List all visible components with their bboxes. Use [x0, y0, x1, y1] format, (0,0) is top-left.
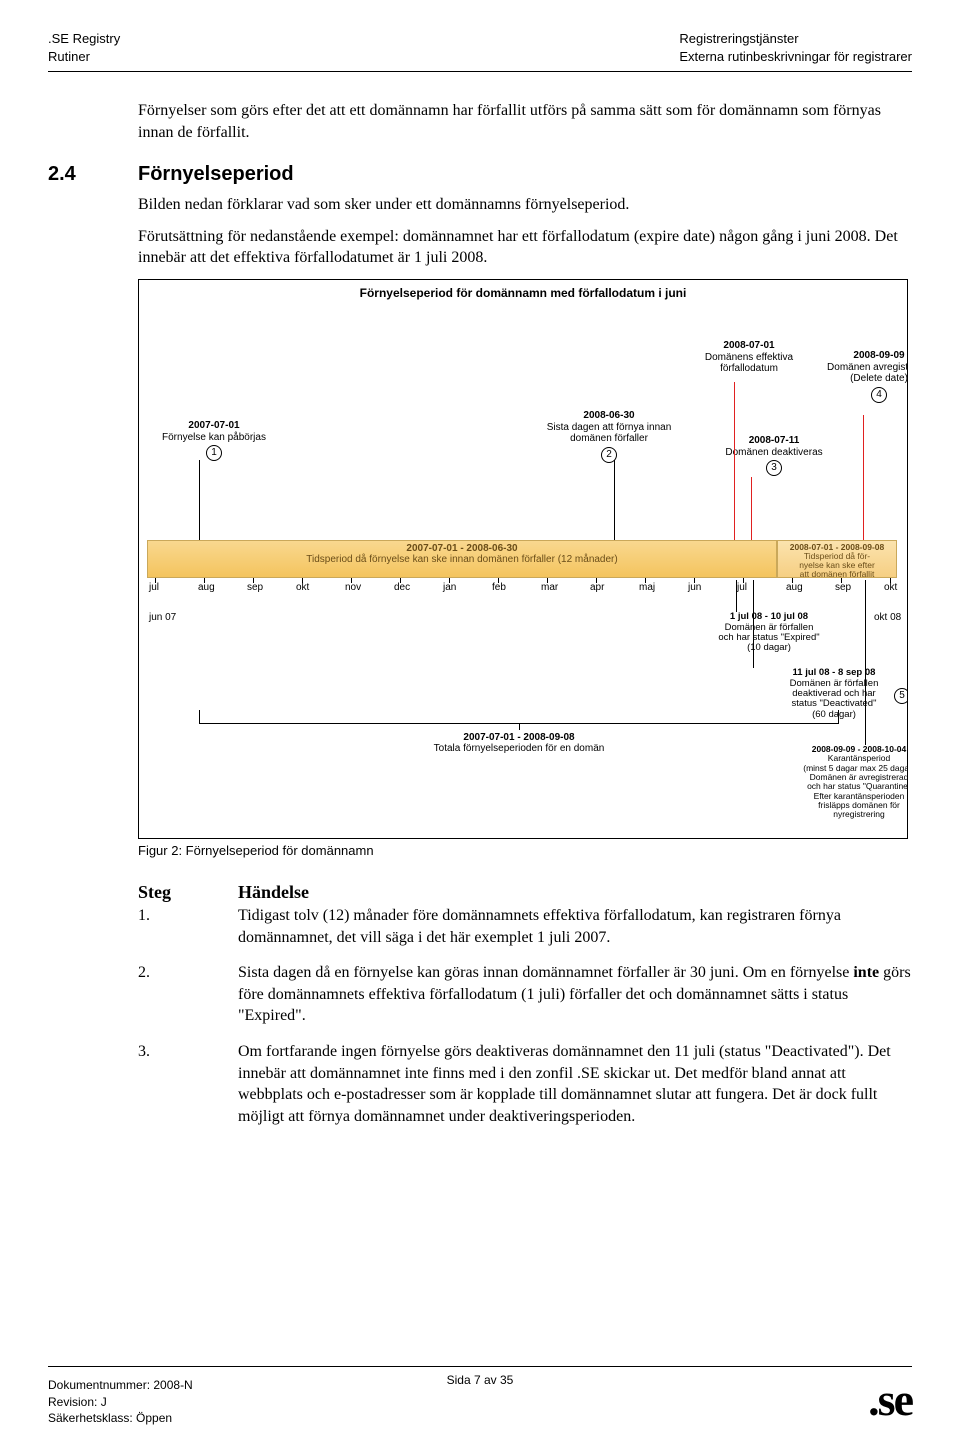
- month-dec-5: dec: [394, 582, 410, 593]
- tick-8: [547, 578, 548, 583]
- brace-tick: [519, 724, 520, 730]
- steps-header-step: Steg: [138, 882, 238, 903]
- steps-header: Steg Händelse: [138, 882, 912, 903]
- vline-2: [734, 382, 735, 540]
- callout-c1: 2007-07-01Förnyelse kan påbörjas1: [149, 420, 279, 461]
- header-right-2: Externa rutinbeskrivningar för registrar…: [679, 48, 912, 66]
- section-number: 2.4: [48, 163, 138, 186]
- footer-sec: Säkerhetsklass: Öppen: [48, 1410, 193, 1426]
- header-left-2: Rutiner: [48, 48, 120, 66]
- header-left: .SE Registry Rutiner: [48, 30, 120, 65]
- callout-c2: 2008-06-30Sista dagen att förnya innan d…: [544, 410, 674, 463]
- vline-1: [614, 460, 615, 540]
- month-okt-15: okt: [884, 582, 897, 593]
- header-right: Registreringstjänster Externa rutinbeskr…: [679, 30, 912, 65]
- under-u1: 1 jul 08 - 10 jul 08Domänen är förfallen…: [694, 612, 844, 654]
- page-header: .SE Registry Rutiner Registreringstjänst…: [48, 30, 912, 72]
- tick-6: [449, 578, 450, 583]
- timeline-band-right: 2008-07-01 - 2008-09-08 Tidsperiod då fö…: [777, 540, 897, 578]
- total-date: 2007-07-01 - 2008-09-08: [463, 732, 574, 743]
- tick-11: [694, 578, 695, 583]
- vline-4: [863, 415, 864, 540]
- callout-c3: 2008-07-11Domänen deaktiveras3: [709, 435, 839, 476]
- month-jan-6: jan: [443, 582, 456, 593]
- diagram-caption: Figur 2: Förnyelseperiod för domännamn: [138, 843, 912, 858]
- tick-13: [792, 578, 793, 583]
- steps-header-event: Händelse: [238, 882, 309, 903]
- tick-4: [351, 578, 352, 583]
- tick-7: [498, 578, 499, 583]
- intro-paragraph: Förnyelser som görs efter det att ett do…: [138, 100, 912, 143]
- footer-page: Sida 7 av 35: [48, 1373, 912, 1387]
- callout-c4: 2008-09-09Domänen avregistreras (Delete …: [814, 350, 908, 403]
- step-text: Om fortfarande ingen förnyelse görs deak…: [238, 1041, 912, 1127]
- total-period-label: 2007-07-01 - 2008-09-08 Totala förnyelse…: [389, 732, 649, 754]
- month-jul-0: jul: [149, 582, 159, 593]
- tick-9: [596, 578, 597, 583]
- tick-14: [841, 578, 842, 583]
- tick-1: [204, 578, 205, 583]
- body-p1: Bilden nedan förklarar vad som sker unde…: [138, 194, 912, 216]
- year-left: jun 07: [149, 612, 176, 623]
- tick-0: [155, 578, 156, 583]
- step-row: 1.Tidigast tolv (12) månader före domänn…: [138, 905, 912, 948]
- under-u3: 2008-09-09 - 2008-10-04Karantänsperiod(m…: [789, 745, 908, 820]
- total-brace: [199, 710, 839, 724]
- under-vline-1: [736, 580, 737, 612]
- month-apr-9: apr: [590, 582, 604, 593]
- vline-3: [751, 477, 752, 540]
- band-right-l3: att domänen förfallit: [800, 569, 875, 579]
- step-row: 2.Sista dagen då en förnyelse kan göras …: [138, 962, 912, 1027]
- step-row: 3.Om fortfarande ingen förnyelse görs de…: [138, 1041, 912, 1127]
- body-p2: Förutsättning för nedanstående exempel: …: [138, 226, 912, 269]
- tick-5: [400, 578, 401, 583]
- band-main-text: 2007-07-01 - 2008-06-30 Tidsperiod då fö…: [147, 543, 777, 565]
- callout-c3a: 2008-07-01Domänens effektiva förfallodat…: [684, 340, 814, 375]
- step-text: Sista dagen då en förnyelse kan göras in…: [238, 962, 912, 1027]
- footer-rev: Revision: J: [48, 1394, 193, 1410]
- month-aug-13: aug: [786, 582, 803, 593]
- total-text: Totala förnyelseperioden för en domän: [434, 743, 605, 754]
- month-mar-8: mar: [541, 582, 558, 593]
- month-jun-11: jun: [688, 582, 701, 593]
- tick-15: [890, 578, 891, 583]
- year-right: okt 08: [874, 612, 901, 623]
- step-num: 2.: [138, 962, 238, 1027]
- month-okt-3: okt: [296, 582, 309, 593]
- tick-3: [302, 578, 303, 583]
- page-footer: Dokumentnummer: 2008-N Revision: J Säker…: [48, 1366, 912, 1426]
- step-num: 1.: [138, 905, 238, 948]
- month-feb-7: feb: [492, 582, 506, 593]
- header-left-1: .SE Registry: [48, 30, 120, 48]
- month-sep-14: sep: [835, 582, 851, 593]
- month-nov-4: nov: [345, 582, 361, 593]
- diagram-title: Förnyelseperiod för domännamn med förfal…: [139, 286, 907, 300]
- step-num: 3.: [138, 1041, 238, 1127]
- band-main-date: 2007-07-01 - 2008-06-30: [406, 543, 517, 554]
- vline-0: [199, 460, 200, 540]
- tick-12: [743, 578, 744, 583]
- month-maj-10: maj: [639, 582, 655, 593]
- section-heading: 2.4 Förnyelseperiod: [48, 163, 912, 186]
- month-jul-12: jul: [737, 582, 747, 593]
- month-aug-1: aug: [198, 582, 215, 593]
- tick-2: [253, 578, 254, 583]
- renewal-diagram: Förnyelseperiod för domännamn med förfal…: [138, 279, 908, 839]
- month-sep-2: sep: [247, 582, 263, 593]
- band-main-label: Tidsperiod då förnyelse kan ske innan do…: [306, 554, 617, 565]
- under-vline-3: [865, 580, 866, 745]
- step-text: Tidigast tolv (12) månader före domännam…: [238, 905, 912, 948]
- steps-table: Steg Händelse 1.Tidigast tolv (12) månad…: [138, 882, 912, 1127]
- header-right-1: Registreringstjänster: [679, 30, 912, 48]
- section-title: Förnyelseperiod: [138, 163, 294, 186]
- tick-10: [645, 578, 646, 583]
